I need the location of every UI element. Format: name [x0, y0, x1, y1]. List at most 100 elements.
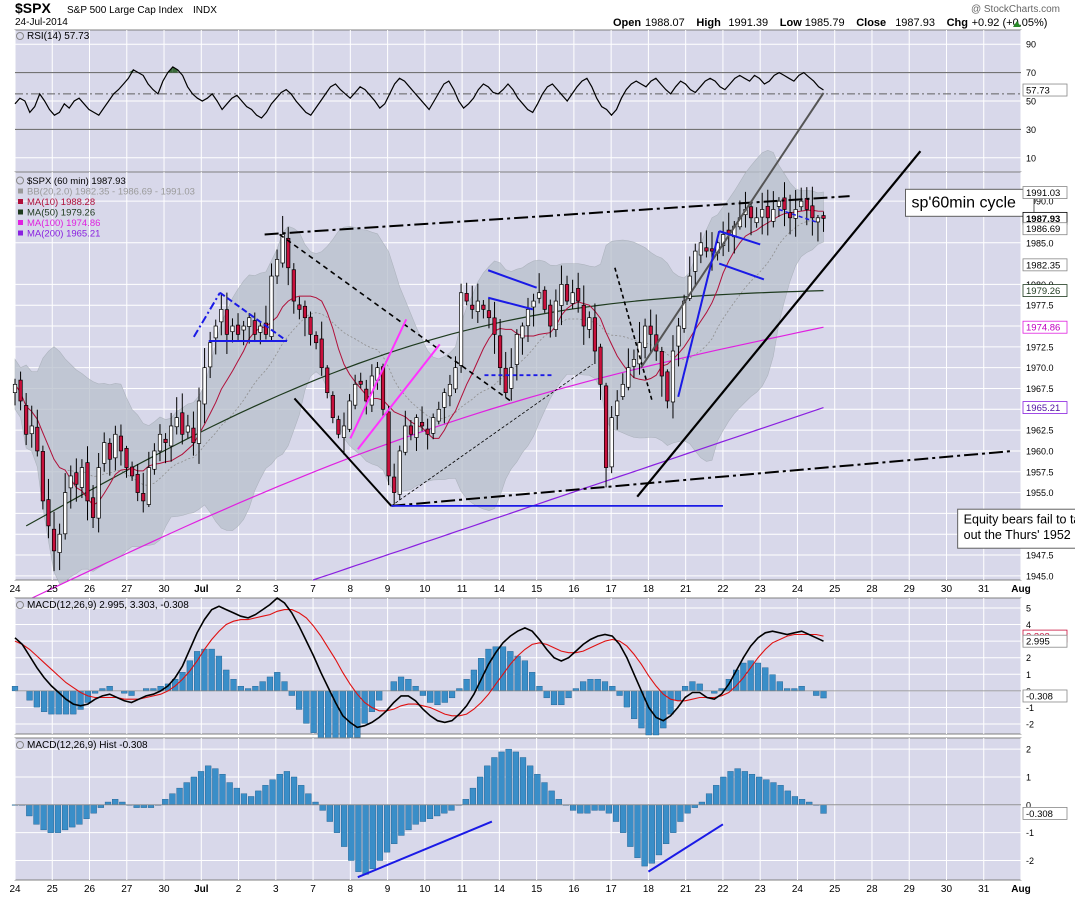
x-tick-label: 30: [158, 884, 170, 895]
annotation-text: out the Thurs' 1952 low.: [964, 528, 1075, 542]
candle: [525, 297, 531, 343]
candle: [776, 197, 781, 217]
candle: [63, 473, 68, 540]
hist-bar: [412, 804, 419, 825]
macd-hist-bar: [754, 662, 762, 692]
macd-hist-bar: [660, 690, 667, 729]
macd-hist-bar: [499, 646, 507, 692]
candle: [659, 346, 664, 397]
hist-bar: [548, 790, 555, 806]
x-axis-bottom: 24 25 26 27 30 Jul 2 3 7 8 9 10 11 14 15 16 17 18 21 22 23 24…: [9, 884, 1030, 895]
hist-bar: [147, 804, 155, 808]
candle-down-body: [603, 385, 609, 468]
hist-bar: [663, 804, 670, 845]
macd-hist-bar: [689, 681, 696, 692]
macd-hist-bar: [798, 686, 805, 692]
macd-hist-bar: [507, 651, 514, 692]
hist-bar: [405, 804, 412, 831]
candle: [637, 321, 642, 375]
ohlc-label: Close: [856, 17, 886, 29]
candle-down-body: [124, 447, 129, 468]
candle-down-body: [286, 237, 291, 269]
candle: [280, 215, 285, 268]
macd-hist-bar: [201, 648, 208, 692]
value-badge-label: 1979.26: [1026, 286, 1060, 297]
candle-up-body: [347, 400, 352, 430]
hist-bar: [791, 796, 799, 806]
x-tick-label: Aug: [1011, 584, 1030, 595]
candle: [353, 374, 358, 410]
x-tick-label: 21: [680, 884, 692, 895]
candle: [319, 321, 324, 376]
candle-down-body: [470, 304, 475, 310]
candle-up-body: [626, 367, 631, 388]
hist-bar: [355, 804, 362, 872]
rising-wedge-upper: [349, 318, 408, 439]
flag-lower: [487, 296, 534, 311]
candle: [68, 465, 73, 509]
x-tick-label: 9: [385, 584, 391, 595]
macd-hist-bar: [587, 679, 594, 692]
candle-up-body: [202, 367, 207, 405]
candle: [631, 349, 637, 378]
candle: [96, 452, 101, 533]
flag-line: [614, 267, 653, 402]
x-tick-label: 10: [419, 884, 431, 895]
annotation-callout: sp'60min cycle: [904, 188, 1035, 217]
candle: [771, 191, 776, 228]
macd-hist-bar: [62, 690, 70, 715]
candle: [29, 405, 34, 448]
hist-bar: [634, 804, 641, 858]
candle: [291, 263, 296, 314]
annotation-text: sp'60min cycle: [911, 194, 1016, 211]
candle: [90, 485, 96, 529]
macd-hist-bar: [529, 672, 536, 692]
value-badge: [1022, 689, 1068, 703]
ohlc-label: High: [696, 17, 721, 29]
legend-entry: MA(200) 1965.21: [27, 229, 100, 240]
y-tick-label: 70: [1026, 68, 1036, 78]
candle: [180, 393, 185, 445]
macd-hist-bar: [128, 690, 135, 696]
hist-bar: [262, 785, 269, 806]
candle-down-body: [302, 305, 308, 319]
hist-bar: [763, 779, 770, 806]
hist-bar: [69, 804, 76, 828]
credit: @ StockCharts.com: [971, 4, 1060, 15]
candle-down-body: [35, 426, 40, 452]
candle: [587, 311, 592, 339]
y-tick-label: 1: [1026, 670, 1031, 680]
macd-hist-bar: [674, 690, 681, 701]
macd-hist-bar: [448, 690, 456, 699]
y-tick-label: 1962.5: [1026, 426, 1054, 436]
hist-bar: [627, 804, 634, 847]
candle-up-body: [113, 433, 118, 459]
candle: [107, 438, 112, 476]
legend-entry: MA(100) 1974.86: [27, 218, 100, 229]
candle-up-body: [436, 408, 441, 422]
macd-hist-bar: [667, 690, 674, 715]
x-tick-label: 16: [568, 884, 580, 895]
value-badge: [1022, 320, 1068, 334]
candle-down-body: [118, 435, 124, 452]
flag-upper: [487, 269, 537, 289]
hist-bar: [770, 782, 777, 806]
candle-up-body: [12, 383, 18, 394]
candle-up-body: [258, 325, 263, 333]
legend-entry: $SPX (60 min) 1987.93: [27, 176, 126, 187]
x-tick-label: 29: [904, 884, 916, 895]
annotation-callout: Equity bears fail to takeout the Thurs' …: [957, 508, 1075, 549]
candle: [782, 182, 787, 227]
hist-legend: MACD(12,26,9) Hist -0.308: [27, 740, 148, 751]
candle-down-body: [392, 476, 397, 493]
candle-up-body: [693, 250, 698, 272]
macd-hist-bar: [412, 686, 419, 692]
macd-hist-bar: [820, 690, 827, 699]
candle-down-body: [336, 419, 341, 435]
index-name: S&P 500 Large Cap Index: [67, 5, 183, 16]
hist-bar: [240, 793, 248, 806]
value-badge-label: 1986.69: [1026, 224, 1060, 235]
hist-bar: [190, 776, 197, 806]
candle: [760, 192, 765, 235]
chart-date: 24-Jul-2014: [15, 17, 68, 28]
